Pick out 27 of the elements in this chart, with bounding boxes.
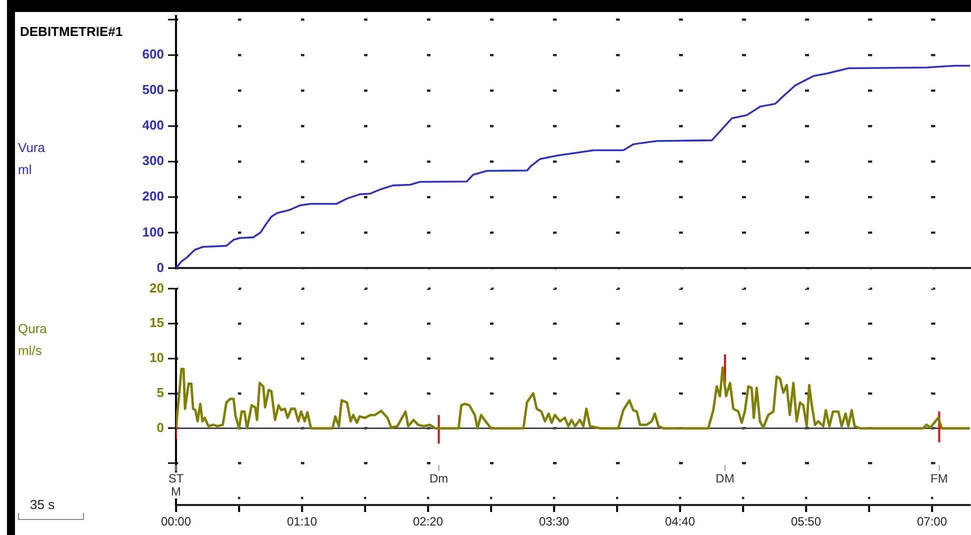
annotation: DM <box>716 471 734 486</box>
y-tick-label: 20 <box>150 280 164 296</box>
y-tick-label: 200 <box>142 188 164 204</box>
y-axis-title: Vura ml <box>18 139 46 179</box>
x-tick-label: 04:40 <box>664 514 696 529</box>
y-tick-label: 600 <box>142 46 164 62</box>
text: 35 s <box>30 497 55 512</box>
y-tick-label: 0 <box>156 420 164 435</box>
x-tick-label: 01:10 <box>286 514 318 529</box>
annotation: Dm <box>429 471 448 486</box>
x-tick-label: 00:00 <box>160 514 192 529</box>
x-tick-label: 03:30 <box>538 514 570 529</box>
y-tick-label: 500 <box>142 82 164 98</box>
y-axis-title: Qura ml/s <box>18 320 48 360</box>
y-tick-label: 100 <box>142 224 164 240</box>
y-tick-label: 10 <box>150 350 164 366</box>
y-tick-label: 5 <box>156 384 164 400</box>
y-tick-label: 400 <box>142 118 164 133</box>
y-tick-label: 0 <box>156 260 164 275</box>
y-tick-label: 300 <box>142 153 164 168</box>
x-tick-label: 02:20 <box>412 514 444 529</box>
x-tick-label: 07:00 <box>916 514 948 529</box>
text: DEBITMETRIE#1 <box>20 24 123 39</box>
annotation: FM <box>930 471 948 486</box>
annotation: ST M <box>168 471 184 498</box>
x-tick-label: 05:50 <box>790 514 822 529</box>
y-tick-label: 15 <box>150 315 164 330</box>
